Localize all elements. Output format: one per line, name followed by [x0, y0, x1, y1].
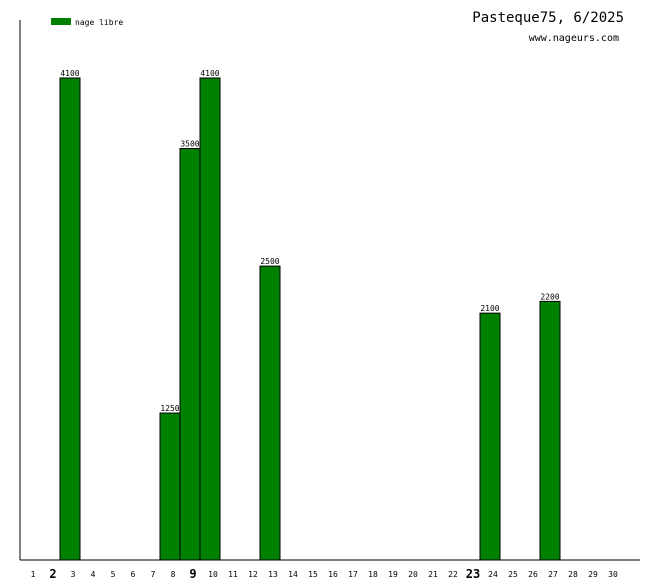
legend-swatch [51, 18, 71, 25]
x-tick-label: 12 [248, 570, 258, 579]
x-tick-label: 3 [71, 570, 76, 579]
x-tick-label: 18 [368, 570, 378, 579]
bar-value-label: 2500 [260, 257, 279, 266]
bars-group [59, 77, 561, 561]
x-tick-label: 29 [588, 570, 598, 579]
x-tick-label: 1 [31, 570, 36, 579]
x-tick-label: 9 [189, 567, 196, 580]
bar-day-9 [199, 77, 221, 561]
x-tick-label: 2 [49, 567, 56, 580]
bar-value-label: 4100 [200, 69, 219, 78]
x-tick-label: 25 [508, 570, 518, 579]
x-tick-label: 10 [208, 570, 218, 579]
x-tick-label: 4 [91, 570, 96, 579]
data-labels-group: 4100 1250 3500 4100 2500 2100 2200 [60, 69, 559, 413]
bar-value-label: 3500 [180, 140, 199, 149]
x-tick-label: 26 [528, 570, 538, 579]
site-url: www.nageurs.com [529, 33, 619, 44]
x-tick-labels-group: 1 2 3 4 5 6 7 8 9 10 11 12 13 14 15 16 17 18 19 20 21 22 23 24 2… [31, 567, 618, 580]
bar-day-12 [259, 265, 281, 561]
x-tick-label: 27 [548, 570, 558, 579]
bar-day-8 [179, 148, 201, 561]
x-tick-label: 5 [111, 570, 116, 579]
legend: nage libre [51, 18, 123, 27]
x-tick-label: 6 [131, 570, 136, 579]
x-tick-label: 13 [268, 570, 278, 579]
x-tick-label: 15 [308, 570, 318, 579]
x-tick-label: 17 [348, 570, 358, 579]
x-tick-label: 28 [568, 570, 578, 579]
x-tick-label: 14 [288, 570, 298, 579]
x-tick-label: 24 [488, 570, 498, 579]
x-tick-label: 16 [328, 570, 338, 579]
x-tick-label: 21 [428, 570, 438, 579]
x-tick-label: 20 [408, 570, 418, 579]
chart-title: Pasteque75, 6/2025 [472, 10, 624, 26]
bar-day-26 [539, 300, 561, 561]
bar-day-23 [479, 312, 501, 561]
bar-day-7 [159, 412, 181, 561]
bar-value-label: 2200 [540, 292, 559, 301]
x-tick-label: 11 [228, 570, 238, 579]
x-tick-label: 7 [151, 570, 156, 579]
bar-day-2 [59, 77, 81, 561]
x-tick-label: 30 [608, 570, 618, 579]
x-tick-label: 19 [388, 570, 398, 579]
bar-value-label: 1250 [160, 404, 179, 413]
bar-value-label: 2100 [480, 304, 499, 313]
axes [19, 20, 640, 561]
x-tick-label: 22 [448, 570, 458, 579]
legend-label: nage libre [75, 18, 123, 27]
x-tick-label: 23 [466, 567, 480, 580]
x-tick-label: 8 [171, 570, 176, 579]
bar-value-label: 4100 [60, 69, 79, 78]
